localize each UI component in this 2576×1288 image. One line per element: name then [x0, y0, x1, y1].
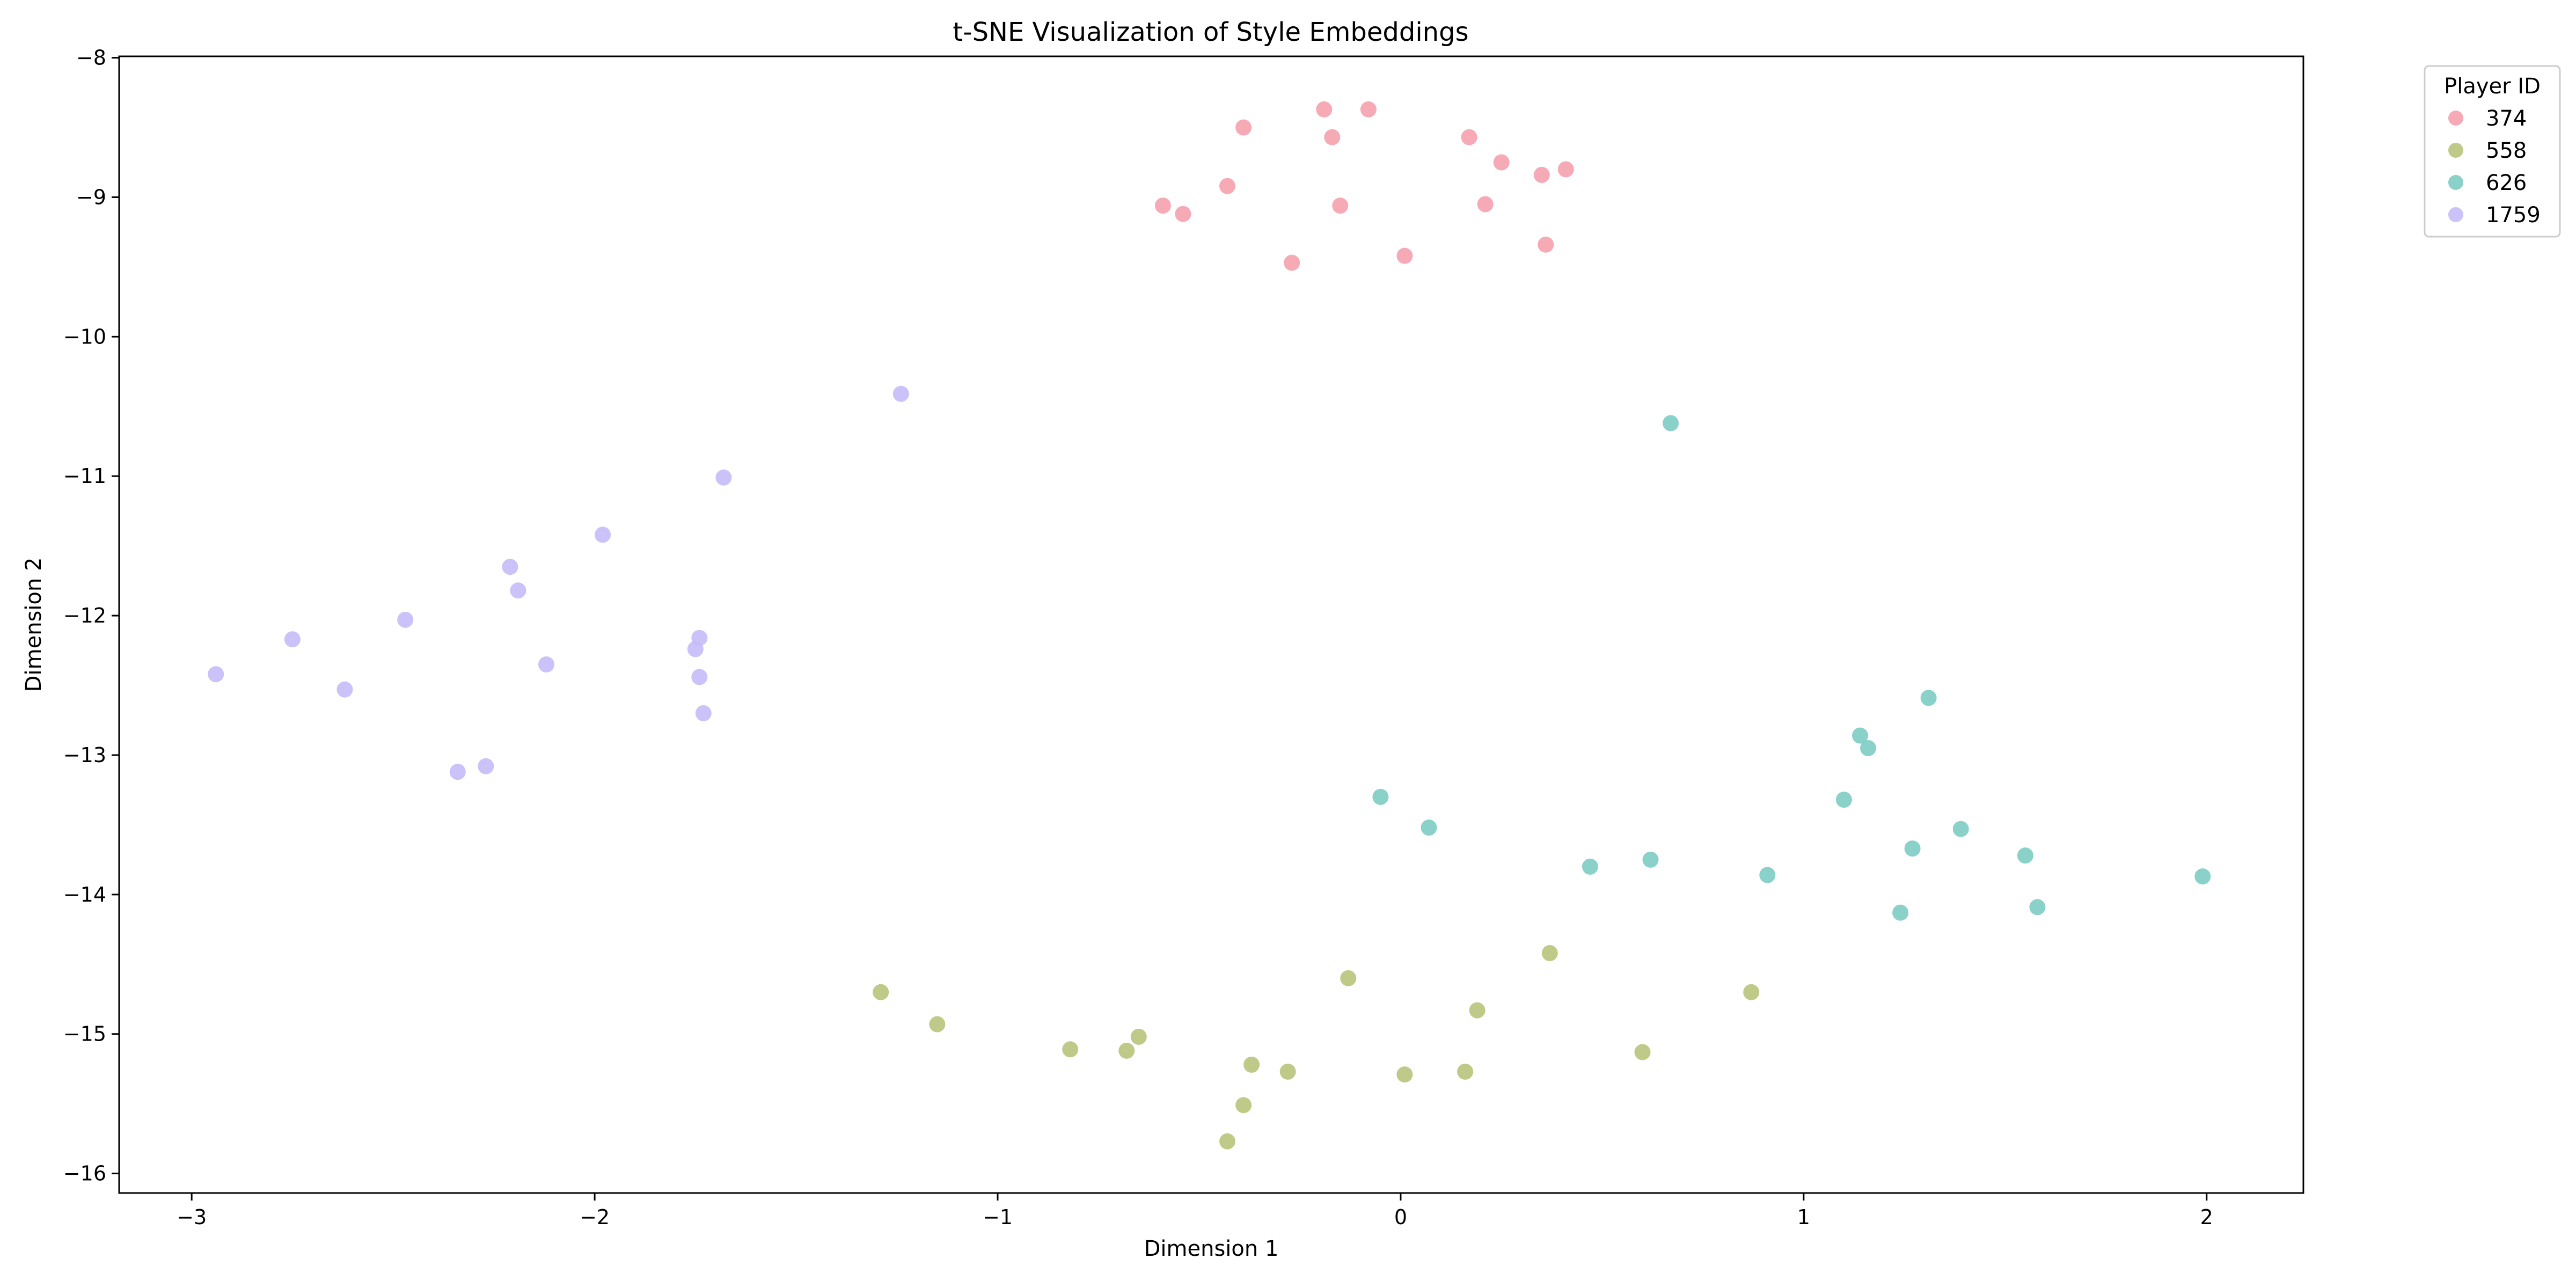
- point-558-3: [1062, 1041, 1079, 1058]
- point-374-13: [1477, 196, 1494, 213]
- legend-label-1759: 1759: [2486, 203, 2541, 228]
- point-1759-15: [478, 758, 494, 774]
- point-558-9: [1219, 1133, 1235, 1150]
- point-558-6: [1243, 1056, 1260, 1073]
- point-374-6: [1493, 154, 1510, 171]
- legend: Player ID 374 558 626 1759: [2424, 65, 2561, 238]
- point-558-14: [1541, 945, 1558, 961]
- point-374-10: [1154, 197, 1171, 214]
- y-tick-label: −8: [76, 46, 106, 70]
- point-626-5: [1642, 851, 1659, 868]
- legend-marker-1759: [2448, 207, 2463, 222]
- point-1759-6: [397, 611, 414, 628]
- point-1759-8: [208, 666, 224, 683]
- point-626-9: [1860, 740, 1876, 756]
- point-1759-2: [715, 469, 732, 486]
- legend-marker-626: [2448, 175, 2463, 190]
- point-558-2: [929, 1016, 946, 1033]
- axis-ticks: −3 −2 −1 0 1 2−16−15−14−13−12−11−10−9−8: [63, 46, 2213, 1229]
- y-axis-label: Dimension 2: [21, 558, 46, 692]
- point-558-12: [1457, 1063, 1474, 1080]
- point-374-2: [1360, 101, 1377, 118]
- x-tick-label: −1: [983, 1205, 1013, 1229]
- y-tick-label: −9: [76, 185, 106, 209]
- chart-title: t-SNE Visualization of Style Embeddings: [953, 17, 1468, 47]
- point-558-4: [1118, 1042, 1135, 1059]
- point-558-16: [1743, 984, 1760, 1000]
- point-1759-4: [502, 559, 518, 575]
- point-374-4: [1324, 129, 1341, 145]
- legend-label-626: 626: [2486, 171, 2527, 195]
- point-374-3: [1235, 119, 1252, 136]
- point-626-3: [1421, 819, 1437, 836]
- legend-label-558: 558: [2486, 138, 2527, 163]
- y-tick-label: −10: [63, 325, 106, 348]
- point-558-5: [1130, 1028, 1147, 1045]
- point-374-1: [1316, 101, 1333, 118]
- legend-items: 374 558 626 1759: [2448, 106, 2541, 228]
- point-626-6: [1759, 867, 1776, 883]
- point-374-16: [1284, 254, 1300, 271]
- point-558-11: [1396, 1066, 1413, 1083]
- point-374-9: [1219, 178, 1235, 194]
- point-1759-16: [449, 764, 466, 780]
- point-626-8: [1852, 727, 1868, 744]
- y-tick-label: −12: [63, 604, 106, 627]
- point-626-2: [1372, 788, 1389, 805]
- point-626-11: [1920, 690, 1937, 706]
- point-626-14: [1892, 904, 1909, 921]
- point-374-12: [1332, 197, 1349, 214]
- point-374-14: [1538, 236, 1554, 253]
- point-374-8: [1533, 166, 1550, 183]
- x-tick-label: −2: [580, 1205, 610, 1229]
- point-626-7: [1835, 792, 1852, 808]
- point-1759-5: [510, 582, 526, 599]
- point-626-13: [2017, 847, 2033, 864]
- point-626-12: [1952, 821, 1969, 837]
- point-374-11: [1175, 206, 1191, 222]
- point-626-1: [1663, 415, 1679, 431]
- y-tick-label: −15: [63, 1022, 106, 1046]
- point-374-5: [1461, 129, 1477, 145]
- y-tick-label: −11: [63, 464, 106, 488]
- point-1759-3: [595, 526, 611, 543]
- point-558-8: [1235, 1097, 1252, 1114]
- point-558-1: [873, 984, 889, 1000]
- legend-title: Player ID: [2444, 74, 2541, 99]
- point-1759-13: [691, 669, 708, 685]
- x-axis-label: Dimension 1: [1144, 1236, 1279, 1261]
- point-558-10: [1340, 970, 1357, 986]
- point-1759-1: [892, 385, 909, 402]
- point-626-15: [2029, 899, 2046, 916]
- x-tick-label: 2: [2200, 1205, 2213, 1229]
- point-1759-10: [538, 656, 554, 673]
- point-1759-7: [284, 631, 301, 648]
- y-tick-label: −16: [63, 1162, 106, 1185]
- point-558-7: [1279, 1063, 1296, 1080]
- legend-label-374: 374: [2486, 106, 2527, 131]
- point-626-16: [2194, 868, 2211, 885]
- legend-marker-374: [2448, 111, 2463, 126]
- legend-marker-558: [2448, 143, 2463, 158]
- data-points: [208, 101, 2211, 1150]
- x-tick-label: 1: [1797, 1205, 1810, 1229]
- x-tick-label: 0: [1394, 1205, 1407, 1229]
- point-558-15: [1634, 1044, 1651, 1060]
- point-374-7: [1557, 161, 1574, 178]
- point-1759-9: [336, 681, 353, 698]
- point-558-13: [1469, 1002, 1485, 1019]
- point-626-4: [1582, 858, 1598, 875]
- y-tick-label: −14: [63, 883, 106, 906]
- x-tick-label: −3: [177, 1205, 207, 1229]
- point-626-10: [1904, 840, 1921, 857]
- y-tick-label: −13: [63, 743, 106, 767]
- point-1759-14: [695, 705, 712, 721]
- legend-box: [2424, 65, 2561, 238]
- point-1759-12: [687, 641, 704, 657]
- point-374-15: [1396, 247, 1413, 264]
- plot-frame: [118, 55, 2304, 1194]
